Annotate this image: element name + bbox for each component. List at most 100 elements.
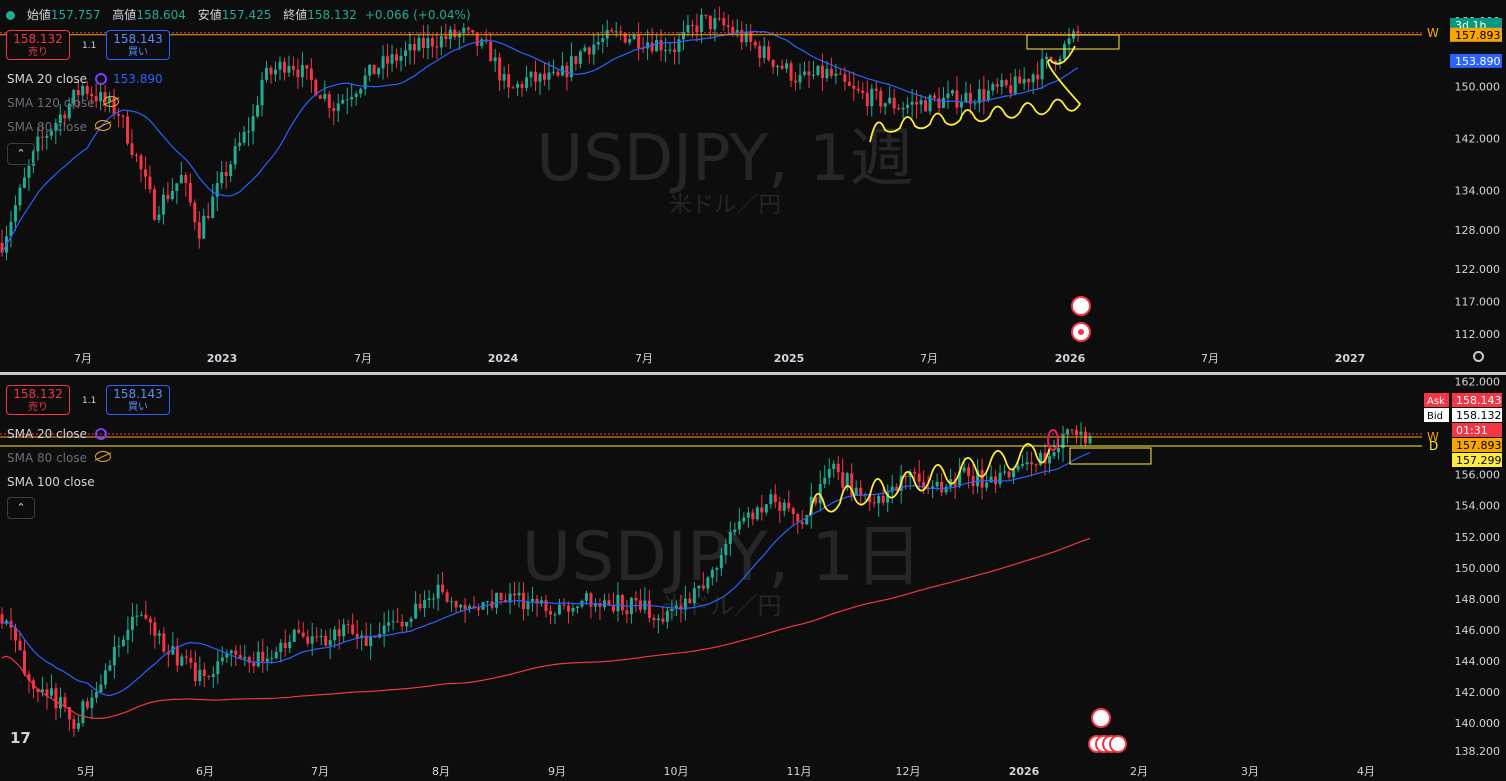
candle-body [1058,58,1062,64]
candle-body [421,37,425,49]
collapse-indicators-button[interactable]: ⌃ [7,143,35,165]
candle-body [619,31,623,34]
buy-button[interactable]: 158.143 買い [106,385,170,415]
y-tick-label: 150.000 [1455,562,1501,575]
candle-body [372,64,376,75]
candle-body [755,507,759,520]
candle-body [117,645,121,648]
chevron-up-icon: ⌃ [16,501,26,514]
candle-body [381,56,385,69]
candle-body [746,512,750,518]
sell-price: 158.132 [13,387,63,401]
x-tick-label: 7月 [74,352,92,365]
chevron-up-icon: ⌃ [16,147,26,160]
candle-body [892,97,896,109]
candle-body [592,44,596,55]
x-tick-label: 3月 [1241,765,1259,778]
candle-body [49,688,53,696]
y-tick-label: 154.000 [1455,500,1501,513]
candle-body [688,598,692,604]
daily-chart-pane[interactable]: USDJPY, 1日 米ドル／円 138.200 140.000 142.000 144.… [0,375,1506,781]
candle-body [706,577,710,589]
candle-body [363,75,367,89]
candle-body [58,697,62,709]
price-tag-label: 01:31 [1456,424,1488,437]
candle-body [1067,38,1071,45]
candle-body [670,608,674,612]
candle-body [22,177,26,188]
daily-chart-svg[interactable]: USDJPY, 1日米ドル／円138.200140.000142.000144.… [0,375,1506,781]
candle-body [327,94,331,109]
candle-body [1045,56,1049,60]
hidden-eye-icon[interactable] [102,96,119,107]
candle-body [664,49,668,51]
indicator-sma80[interactable]: SMA 80 close [7,120,111,134]
candle-body [1021,464,1025,466]
collapse-indicators-button[interactable]: ⌃ [7,497,35,519]
hidden-eye-icon[interactable] [95,451,111,462]
candle-body [405,621,409,627]
refresh-icon[interactable] [95,73,107,85]
buy-button[interactable]: 158.143 買い [106,30,170,60]
candle-body [314,79,318,96]
indicator-label: SMA 100 close [7,475,95,489]
indicator-sma20[interactable]: SMA 20 close [7,427,107,441]
refresh-icon[interactable] [95,428,107,440]
gear-icon[interactable] [1473,351,1484,362]
candle-body [13,627,17,641]
candle-body [569,56,573,78]
candle-body [45,135,49,138]
buy-price: 158.143 [113,32,163,46]
weekly-chart-pane[interactable]: USDJPY, 1週 米ドル／円 112.000 117.000 122.000 128.… [0,0,1506,372]
candle-body [198,669,202,682]
candle-body [724,544,728,556]
candle-body [879,90,883,107]
indicator-sma20[interactable]: SMA 20 close 153.890 [7,72,163,86]
candle-body [583,47,587,52]
x-tick-label: 11月 [787,765,812,778]
hidden-eye-icon[interactable] [95,120,111,131]
candle-body [968,92,972,104]
candle-body [816,65,820,75]
candle-body [220,657,224,662]
candle-body [796,513,800,522]
candle-body [318,95,322,99]
candle-body [436,584,440,599]
price-tag-prefix [1424,408,1449,422]
candle-body [489,41,493,62]
tradingview-logo[interactable]: 17 [10,729,31,747]
indicator-sma120[interactable]: SMA 120 close [7,96,119,110]
candle-body [382,625,386,634]
indicator-sma80[interactable]: SMA 80 close [7,451,111,465]
x-tick-label: 7月 [311,765,329,778]
candle-body [427,598,431,600]
y-tick-label: 138.200 [1455,745,1501,758]
candle-body [964,92,968,103]
candle-body [690,24,694,26]
candle-body [256,105,260,117]
candle-body [166,194,170,200]
candle-body [845,473,849,488]
candle-body [673,49,676,52]
y-tick-label: 112.000 [1455,328,1501,341]
candle-body [834,73,838,76]
elliott-wave-drawing [869,45,1082,143]
x-tick-label: 2024 [488,352,519,365]
indicator-label: SMA 80 close [7,451,87,465]
candle-body [529,71,533,78]
candle-body [368,64,372,76]
indicator-sma100[interactable]: SMA 100 close [7,475,95,489]
sell-button[interactable]: 158.132 売り [6,30,70,60]
candle-body [973,103,977,105]
candle-body [309,68,313,80]
candle-body [148,618,152,623]
pane-divider[interactable] [0,372,1506,375]
candle-body [471,29,475,33]
candle-body [776,65,780,67]
candle-body [650,42,654,52]
candle-body [139,155,143,170]
sell-button[interactable]: 158.132 売り [6,385,70,415]
indicator-label: SMA 80 close [7,120,87,134]
candle-body [390,54,394,64]
